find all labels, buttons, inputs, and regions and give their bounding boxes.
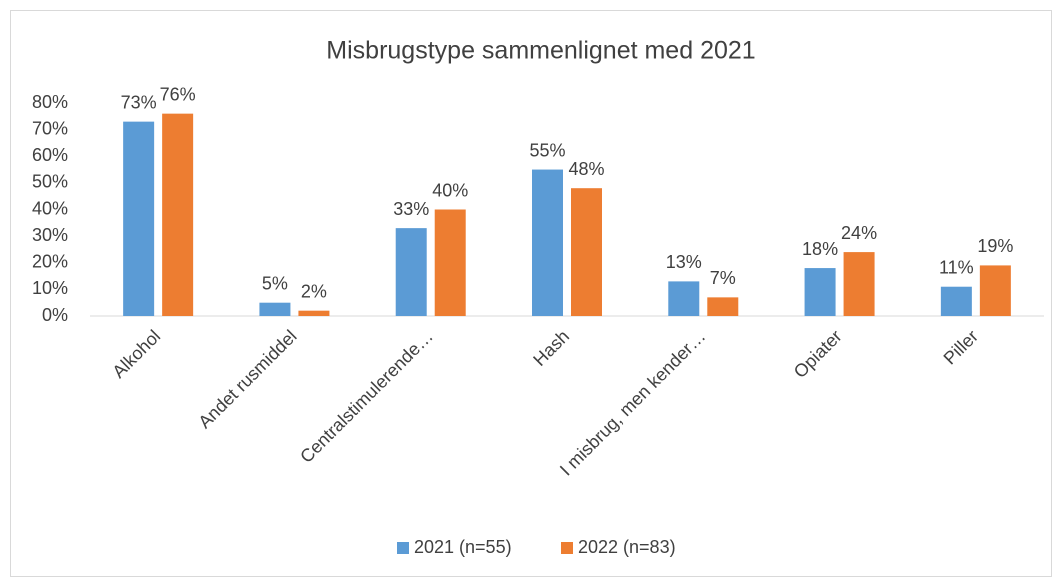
chart-title: Misbrugstype sammenlignet med 2021 (326, 37, 755, 65)
y-tick-label: 30% (32, 225, 68, 245)
bar (707, 297, 739, 316)
data-label: 76% (160, 84, 196, 104)
data-label: 5% (262, 273, 288, 293)
data-label: 55% (529, 140, 565, 160)
legend-label: 2022 (n=83) (578, 537, 676, 557)
bar (123, 121, 155, 316)
legend-swatch (561, 542, 573, 554)
legend-swatch (397, 542, 409, 554)
y-tick-label: 10% (32, 278, 68, 298)
bar (979, 265, 1011, 316)
bar (668, 281, 700, 316)
bar (298, 310, 330, 316)
data-label: 73% (121, 92, 157, 112)
data-label: 40% (432, 180, 468, 200)
bar (804, 268, 836, 316)
bar (843, 252, 875, 316)
data-label: 48% (568, 159, 604, 179)
bar (259, 302, 291, 316)
bar (162, 113, 194, 317)
data-label: 7% (710, 268, 736, 288)
data-label: 24% (841, 223, 877, 243)
legend-label: 2021 (n=55) (414, 537, 512, 557)
bar (434, 209, 466, 316)
y-tick-label: 50% (32, 172, 68, 192)
bar (532, 169, 563, 316)
data-label: 2% (301, 281, 327, 301)
bar (395, 228, 427, 316)
bar (940, 286, 972, 316)
data-label: 13% (666, 252, 702, 272)
bar (571, 188, 602, 316)
data-label: 33% (393, 199, 429, 219)
y-tick-label: 80% (32, 92, 68, 112)
data-label: 19% (977, 236, 1013, 256)
y-tick-label: 70% (32, 118, 68, 138)
y-tick-label: 0% (42, 305, 68, 325)
y-tick-label: 20% (32, 252, 68, 272)
y-tick-label: 60% (32, 145, 68, 165)
data-label: 11% (939, 257, 974, 277)
y-tick-label: 40% (32, 198, 68, 218)
data-label: 18% (802, 239, 838, 259)
